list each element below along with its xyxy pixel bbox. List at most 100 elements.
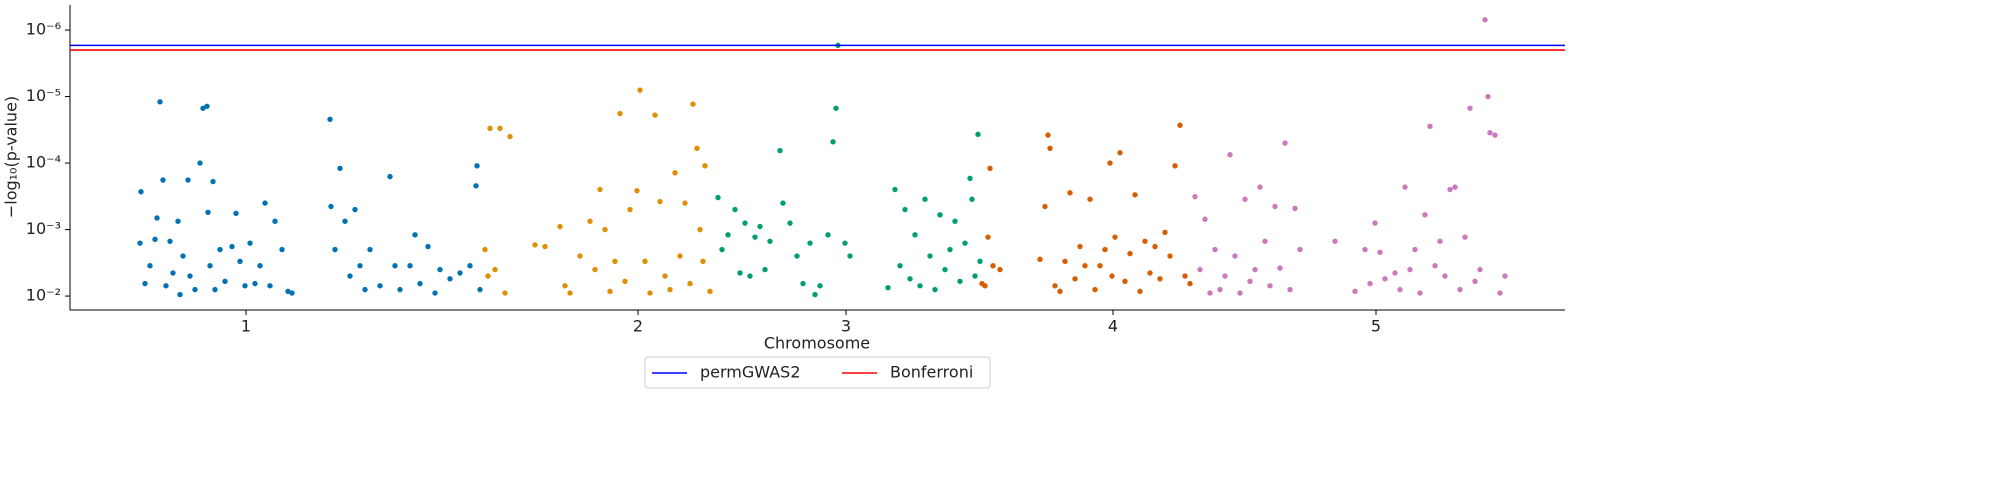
snp-point (642, 258, 648, 264)
snp-point (154, 215, 160, 221)
snp-point (267, 283, 273, 289)
snp-point (747, 273, 753, 279)
snp-point (507, 133, 513, 140)
snp-point (1102, 246, 1108, 253)
snp-point (1242, 196, 1248, 202)
snp-point (210, 178, 216, 185)
snp-point (617, 110, 623, 117)
snp-point (1117, 150, 1123, 156)
snp-point (425, 243, 431, 250)
snp-point (672, 170, 678, 176)
snp-point (197, 160, 203, 166)
snp-point (780, 200, 786, 206)
snp-point (272, 218, 278, 224)
snp-point (1332, 238, 1338, 244)
snp-point (487, 125, 493, 131)
snp-point (897, 263, 903, 269)
snp-point (1157, 276, 1163, 282)
snp-point (352, 206, 358, 213)
snp-point (1262, 238, 1268, 244)
snp-point (417, 280, 423, 287)
snp-point (977, 258, 983, 264)
snp-point (328, 203, 334, 210)
snp-point (1112, 234, 1118, 240)
snp-point (447, 276, 453, 282)
snp-point (1392, 270, 1398, 276)
snp-point (812, 291, 818, 298)
snp-point (492, 266, 498, 273)
y-tick-label: 10⁻³ (26, 219, 61, 238)
snp-point (387, 173, 393, 180)
snp-point (682, 200, 688, 206)
snp-point (987, 165, 993, 172)
snp-point (167, 238, 173, 244)
snp-point (222, 278, 228, 285)
snp-point (392, 263, 398, 269)
snp-point (407, 263, 413, 269)
snp-point (1292, 205, 1298, 212)
snp-point (694, 145, 700, 152)
snp-point (177, 291, 183, 298)
snp-point (927, 253, 933, 259)
snp-point (1187, 280, 1193, 287)
snp-point (1257, 184, 1263, 190)
snp-point (1432, 263, 1438, 269)
snp-point (702, 163, 708, 169)
snp-point (200, 105, 206, 111)
snp-point (1077, 243, 1083, 250)
snp-point (1132, 192, 1138, 198)
legend-label: permGWAS2 (700, 363, 801, 382)
snp-point (1162, 229, 1168, 236)
snp-point (1437, 238, 1443, 244)
snp-point (1382, 276, 1388, 282)
snp-point (1485, 93, 1491, 100)
snp-point (229, 243, 235, 250)
snp-point (562, 283, 568, 289)
snp-point (1372, 220, 1378, 226)
snp-point (187, 273, 193, 279)
snp-point (1192, 193, 1198, 200)
snp-point (647, 290, 653, 296)
snp-point (885, 285, 891, 291)
y-tick-label: 10⁻⁵ (26, 86, 61, 105)
snp-point (842, 240, 848, 246)
snp-point (1067, 190, 1073, 196)
snp-point (969, 196, 975, 202)
snp-point (217, 246, 223, 253)
snp-point (397, 286, 403, 293)
snp-point (777, 147, 783, 154)
snp-point (690, 101, 696, 107)
snp-point (737, 270, 743, 276)
snp-point (377, 283, 383, 289)
snp-point (657, 198, 663, 205)
snp-point (912, 232, 918, 238)
snp-point (502, 290, 508, 296)
snp-point (457, 270, 463, 276)
snp-point (667, 286, 673, 293)
snp-point (634, 187, 640, 194)
snp-point (932, 286, 938, 293)
snp-point (1482, 17, 1488, 23)
x-tick-label: 5 (1371, 317, 1381, 336)
snp-point (477, 286, 483, 293)
snp-point (152, 236, 158, 242)
snp-point (602, 226, 608, 233)
snp-point (497, 125, 503, 131)
snp-point (567, 290, 573, 296)
snp-point (237, 258, 243, 264)
snp-point (677, 253, 683, 259)
snp-point (138, 189, 144, 195)
snp-point (652, 112, 658, 118)
y-tick-label: 10⁻⁴ (26, 153, 61, 172)
snp-point (257, 263, 263, 269)
snp-point (662, 273, 668, 279)
snp-point (233, 210, 239, 217)
snp-point (1152, 243, 1158, 250)
legend-label: Bonferroni (890, 363, 973, 382)
snp-point (990, 263, 996, 269)
snp-point (1212, 246, 1218, 253)
snp-point (142, 280, 148, 287)
snp-point (192, 286, 198, 293)
snp-point (1167, 253, 1173, 259)
snp-point (1062, 258, 1068, 264)
